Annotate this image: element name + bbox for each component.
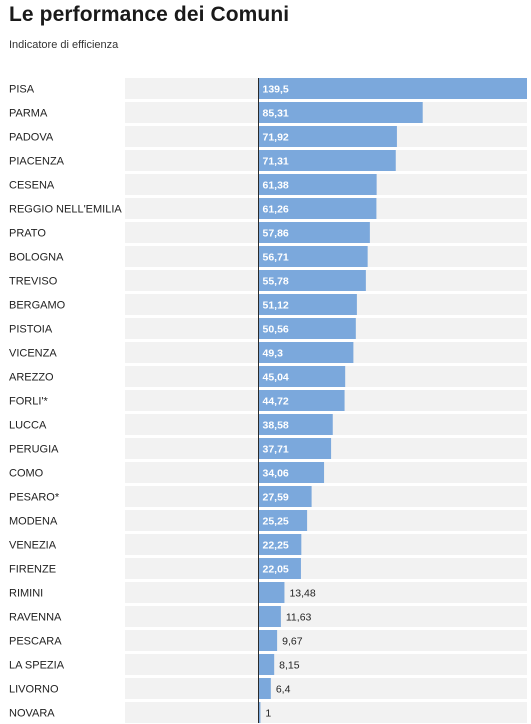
data-label: 61,38 (263, 180, 289, 192)
category-label: VENEZIA (9, 540, 57, 552)
category-label: FIRENZE (9, 564, 56, 576)
bar (258, 558, 301, 579)
bar-track (125, 486, 527, 507)
data-label: 38,58 (263, 420, 289, 432)
bar (258, 606, 281, 627)
category-label: PISTOIA (9, 324, 53, 336)
bar (258, 630, 278, 651)
data-label: 71,31 (263, 156, 289, 168)
bar (258, 582, 285, 603)
bar-track (125, 558, 527, 579)
bar-track (125, 678, 527, 699)
bar (258, 438, 332, 459)
data-label: 27,59 (263, 492, 289, 504)
bar (258, 486, 312, 507)
data-label: 22,25 (263, 540, 289, 552)
category-label: FORLI'* (9, 396, 48, 408)
data-label: 56,71 (263, 252, 289, 264)
category-label: LIVORNO (9, 684, 59, 696)
category-label: TREVISO (9, 276, 58, 288)
data-label: 37,71 (263, 444, 289, 456)
bar (258, 510, 308, 531)
category-label: PIACENZA (9, 156, 65, 168)
category-label: MODENA (9, 516, 58, 528)
data-label: 55,78 (263, 276, 289, 288)
bar (258, 126, 397, 147)
bar (258, 702, 261, 723)
category-label: CESENA (9, 180, 55, 192)
data-label: 61,26 (263, 204, 289, 216)
data-label: 45,04 (263, 372, 289, 384)
data-label: 8,15 (279, 660, 300, 672)
category-label: PARMA (9, 108, 48, 120)
category-label: PRATO (9, 228, 46, 240)
category-label: NOVARA (9, 708, 55, 720)
bar (258, 462, 325, 483)
category-label: BOLOGNA (9, 252, 64, 264)
bar-track (125, 462, 527, 483)
category-label: BERGAMO (9, 300, 66, 312)
bar (258, 174, 377, 195)
category-label: AREZZO (9, 372, 54, 384)
data-label: 1 (265, 708, 271, 720)
bar (258, 270, 366, 291)
data-label: 85,31 (263, 108, 289, 120)
category-label: RAVENNA (9, 612, 62, 624)
category-label: LA SPEZIA (9, 660, 65, 672)
data-label: 51,12 (263, 300, 289, 312)
chart-title: Le performance dei Comuni (9, 3, 290, 26)
category-label: REGGIO NELL'EMILIA (9, 204, 122, 216)
bar (258, 78, 527, 99)
bar (258, 678, 271, 699)
data-label: 44,72 (263, 396, 289, 408)
category-label: COMO (9, 468, 44, 480)
bar-track (125, 582, 527, 603)
data-label: 11,63 (286, 612, 312, 624)
data-label: 49,3 (263, 348, 284, 360)
data-label: 50,56 (263, 324, 289, 336)
category-label: PADOVA (9, 132, 54, 144)
bar-track (125, 606, 527, 627)
bar (258, 222, 370, 243)
bar (258, 150, 396, 171)
bar (258, 366, 346, 387)
bar (258, 654, 275, 675)
bar (258, 102, 423, 123)
bar (258, 318, 356, 339)
bar (258, 390, 345, 411)
bar (258, 414, 333, 435)
bar (258, 246, 368, 267)
chart-subtitle: Indicatore di efficienza (9, 39, 119, 51)
category-label: PERUGIA (9, 444, 59, 456)
bar-track (125, 510, 527, 531)
data-label: 71,92 (263, 132, 289, 144)
bar-track (125, 534, 527, 555)
bar-track (125, 702, 527, 723)
data-label: 9,67 (282, 636, 303, 648)
category-label: RIMINI (9, 588, 43, 600)
data-label: 22,05 (263, 564, 289, 576)
bar-track (125, 630, 527, 651)
bar-track (125, 654, 527, 675)
data-label: 57,86 (263, 228, 289, 240)
data-label: 13,48 (289, 588, 315, 600)
category-label: PISA (9, 84, 35, 96)
category-label: LUCCA (9, 420, 47, 432)
bar (258, 294, 357, 315)
data-label: 25,25 (263, 516, 289, 528)
data-label: 6,4 (276, 684, 291, 696)
bar (258, 342, 354, 363)
bar (258, 198, 377, 219)
bar (258, 534, 302, 555)
data-label: 34,06 (263, 468, 289, 480)
category-label: VICENZA (9, 348, 57, 360)
data-label: 139,5 (263, 84, 289, 96)
category-label: PESARO* (9, 492, 60, 504)
category-label: PESCARA (9, 636, 62, 648)
